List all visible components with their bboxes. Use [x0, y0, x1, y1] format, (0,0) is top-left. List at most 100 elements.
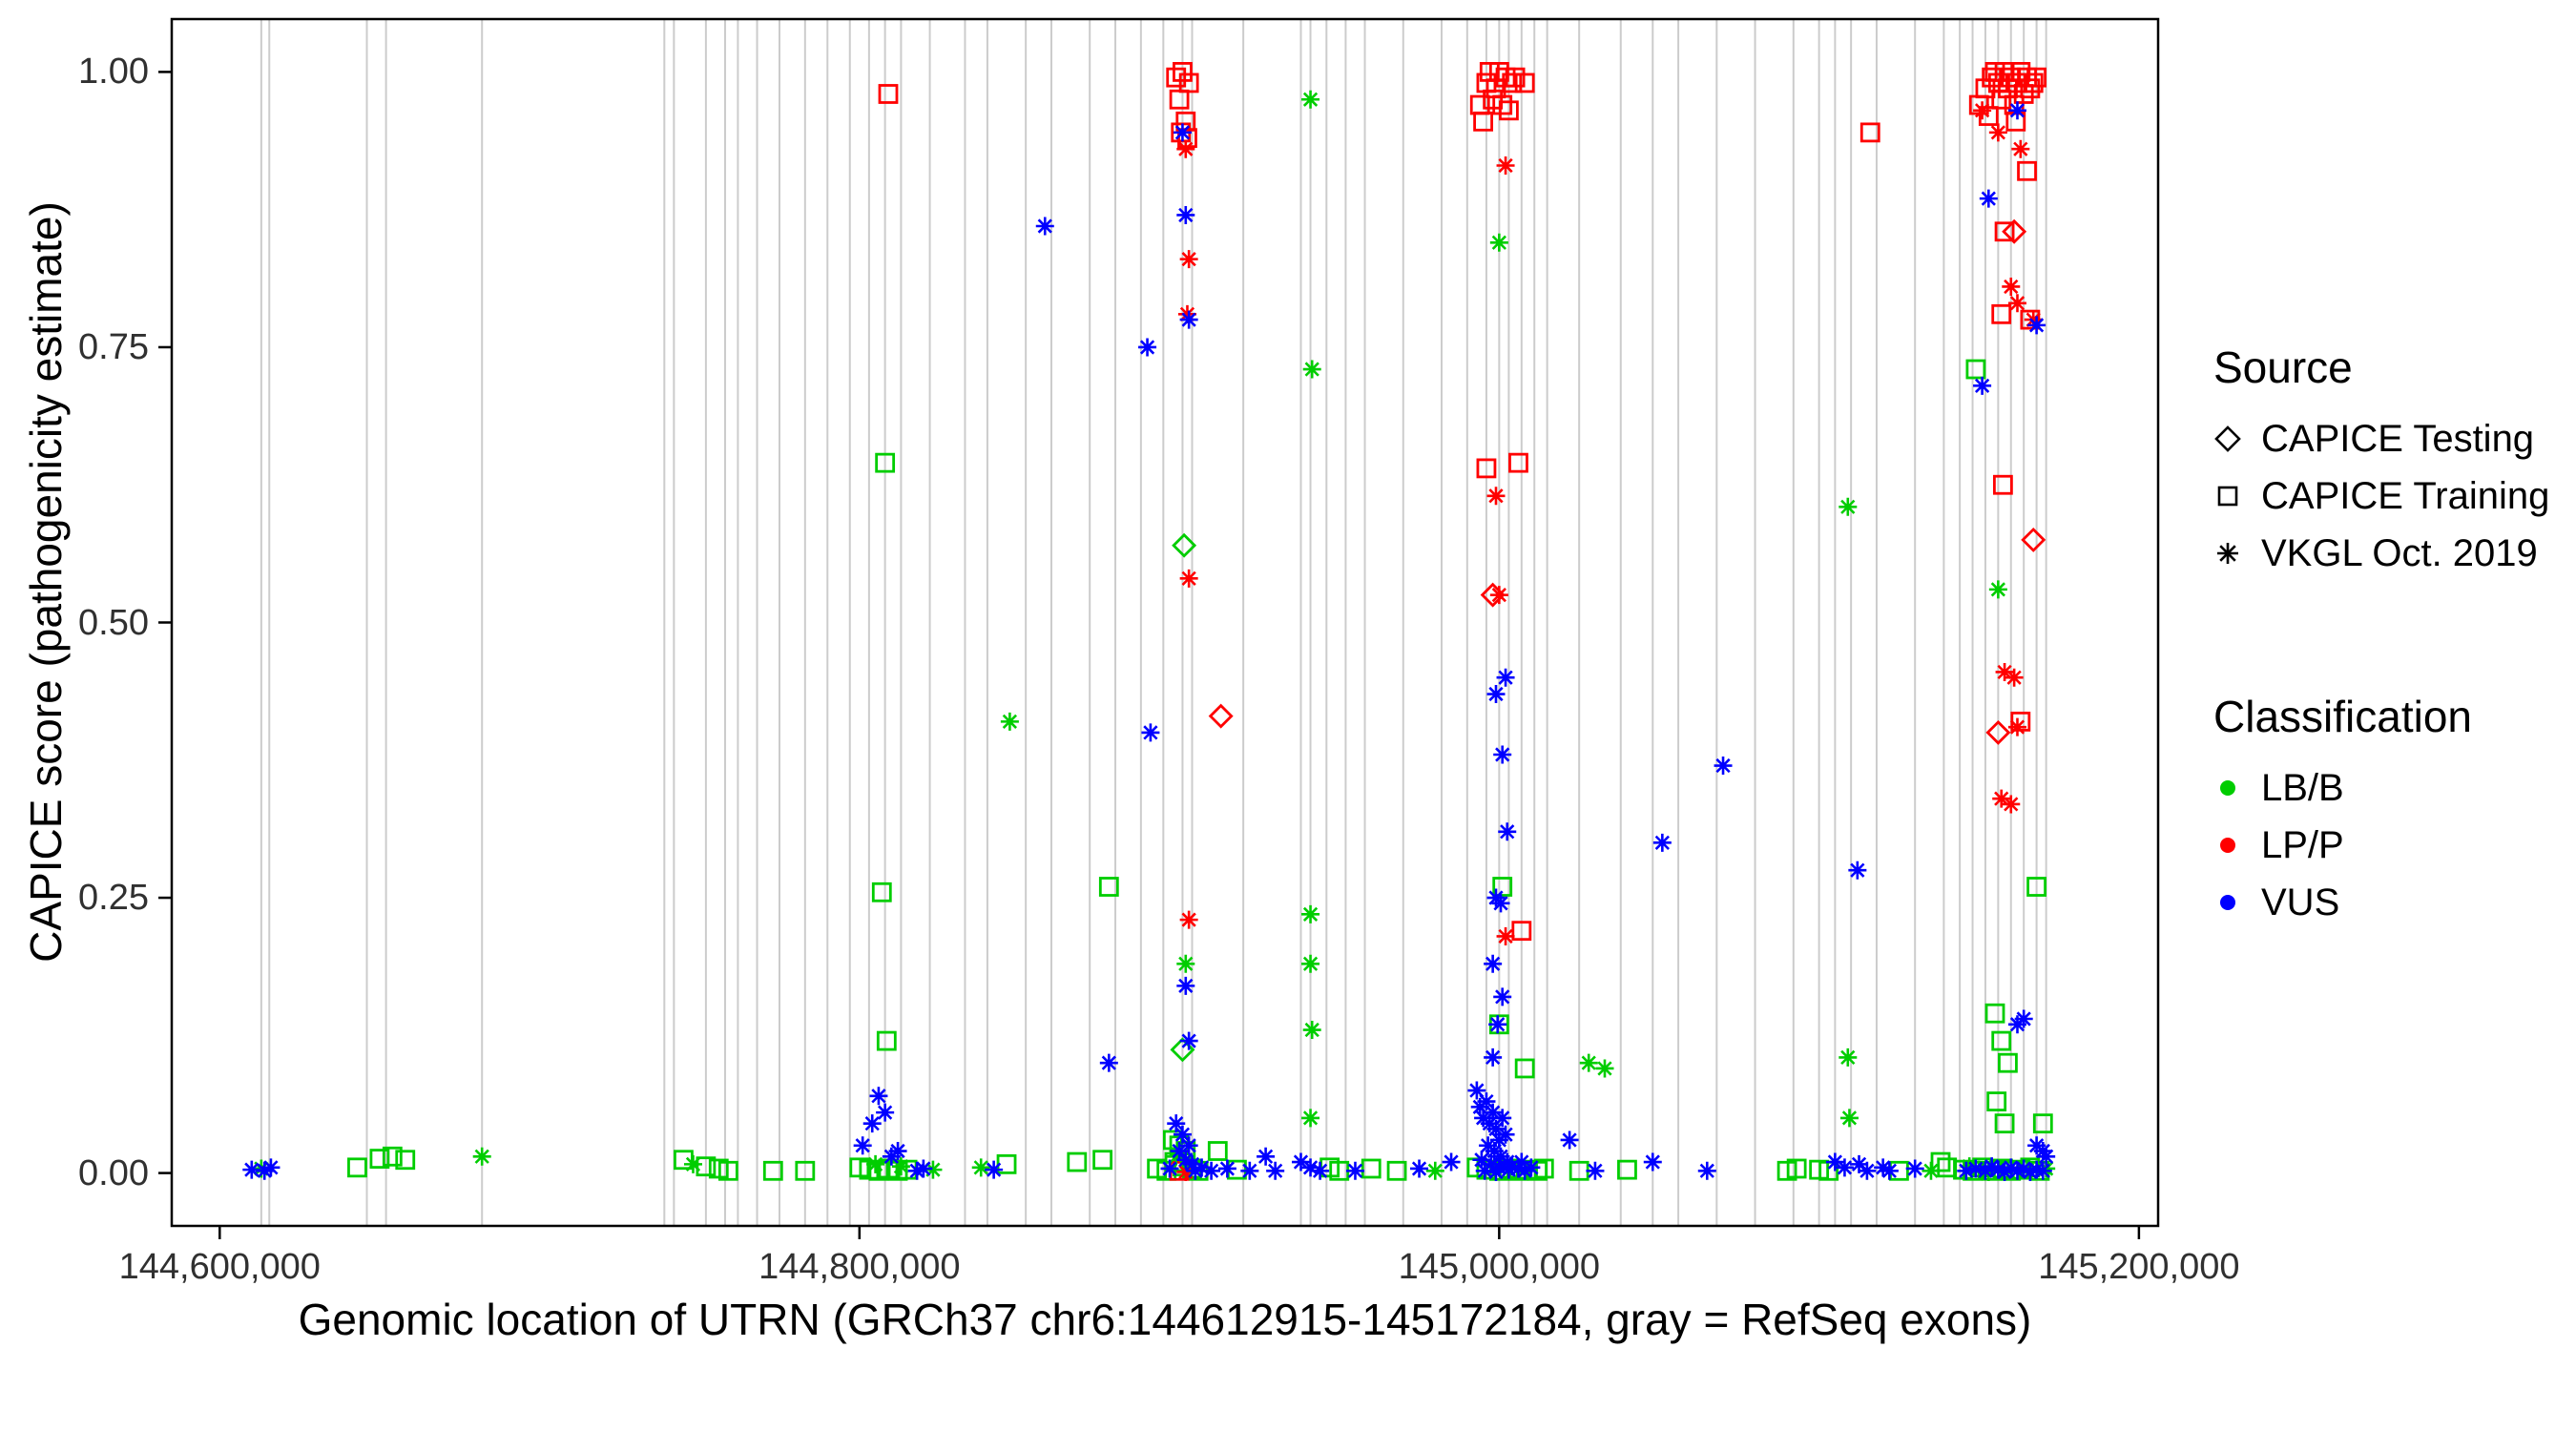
asterisk-marker [1839, 1047, 1858, 1067]
asterisk-marker [1266, 1161, 1285, 1180]
asterisk-marker [1491, 894, 1510, 913]
asterisk-marker [1496, 926, 1515, 945]
asterisk-marker [1179, 910, 1198, 929]
asterisk-marker [1493, 987, 1512, 1006]
square-marker [1978, 106, 1999, 126]
asterisk-marker [1177, 304, 1196, 323]
asterisk-marker [1301, 1158, 1320, 1177]
asterisk-marker [2007, 1161, 2026, 1180]
x-axis-tick-label: 144,600,000 [118, 1247, 321, 1287]
asterisk-marker [2002, 795, 2021, 814]
asterisk-marker [1579, 1053, 1598, 1072]
square-marker [696, 1156, 717, 1177]
square-marker [1361, 1158, 1381, 1179]
asterisk-marker [1850, 1154, 1869, 1173]
asterisk-marker [1988, 123, 2007, 142]
asterisk-marker [1489, 586, 1508, 605]
asterisk-marker [1839, 497, 1858, 516]
asterisk-marker [1467, 1081, 1486, 1100]
square-marker [1067, 1151, 1088, 1172]
square-marker [1502, 73, 1523, 93]
square-marker [1499, 100, 1519, 121]
asterisk-marker [1493, 1109, 1512, 1128]
asterisk-marker [2033, 1161, 2052, 1180]
asterisk-marker [1179, 569, 1198, 588]
asterisk-marker [1714, 757, 1733, 776]
asterisk-marker [2027, 316, 2046, 335]
asterisk-marker [1186, 1161, 1205, 1180]
asterisk-marker [1493, 745, 1512, 764]
asterisk-marker [1988, 580, 2007, 599]
asterisk-marker [2011, 139, 2030, 158]
asterisk-marker [1179, 1031, 1198, 1050]
diamond-marker [2021, 527, 2046, 552]
diamond-icon [2214, 425, 2241, 452]
asterisk-marker [869, 1087, 888, 1106]
square-marker [878, 84, 899, 104]
legend-label-capice-testing: CAPICE Testing [2261, 417, 2535, 460]
asterisk-marker [261, 1158, 280, 1177]
asterisk-marker [2007, 717, 2026, 736]
asterisk-marker [2002, 1158, 2021, 1177]
asterisk-marker [1301, 1109, 1320, 1128]
asterisk-marker [1311, 1161, 1330, 1180]
asterisk-marker [1302, 1021, 1321, 1040]
diamond-marker [1985, 719, 2011, 745]
asterisk-marker [1560, 1130, 1579, 1150]
square-marker [1473, 111, 1493, 132]
asterisk-marker [1979, 189, 1998, 208]
square-marker [1169, 89, 1190, 110]
asterisk-marker [1988, 1160, 2007, 1179]
asterisk-marker [1486, 685, 1506, 704]
asterisk-marker [985, 1160, 1004, 1179]
square-marker [2026, 877, 2046, 897]
y-axis-tick-label: 0.00 [78, 1152, 149, 1193]
asterisk-marker [1240, 1161, 1259, 1180]
square-marker [1994, 221, 2015, 242]
square-marker [1991, 303, 2012, 324]
diamond-marker [1172, 532, 1197, 558]
legend-item-lpp: LP/P [2213, 817, 2568, 874]
asterisk-marker [1858, 1161, 1877, 1180]
lbb-dot-icon [2220, 780, 2235, 796]
square-marker [2017, 160, 2037, 181]
asterisk-marker [1512, 1152, 1531, 1172]
asterisk-marker [888, 1142, 907, 1161]
asterisk-marker [1484, 954, 1503, 973]
asterisk-marker [1000, 712, 1019, 731]
asterisk-marker [1922, 1161, 1941, 1180]
asterisk-marker [1257, 1147, 1276, 1166]
square-marker [1991, 1030, 2012, 1051]
asterisk-marker [1291, 1152, 1310, 1172]
asterisk-marker [2007, 294, 2026, 313]
asterisk-marker [2002, 277, 2021, 296]
x-axis-title: Genomic location of UTRN (GRCh37 chr6:14… [298, 1295, 2032, 1344]
asterisk-marker [683, 1154, 702, 1173]
legend-item-lbb: LB/B [2213, 759, 2568, 817]
square-marker [1492, 877, 1513, 897]
square-marker [1986, 1091, 2007, 1111]
asterisk-marker [1966, 1159, 1985, 1178]
asterisk-marker [1442, 1152, 1461, 1172]
asterisk-marker [2033, 1142, 2052, 1161]
asterisk-marker [1973, 101, 1992, 120]
asterisk-marker [1905, 1159, 1924, 1178]
asterisk-marker [2021, 1162, 2040, 1181]
asterisk-marker [1496, 668, 1515, 687]
asterisk-marker [971, 1158, 990, 1177]
asterisk-marker [1595, 1059, 1614, 1078]
asterisk-marker [1176, 205, 1195, 224]
asterisk-marker [1508, 1159, 1527, 1178]
legend-label-capice-training: CAPICE Training [2261, 474, 2550, 517]
asterisk-marker [1995, 662, 2014, 681]
asterisk-marker [914, 1159, 933, 1178]
asterisk-marker [1983, 1157, 2002, 1176]
asterisk-icon [2217, 543, 2238, 564]
diamond-marker [1208, 703, 1234, 729]
square-marker [717, 1160, 738, 1181]
square-marker [369, 1149, 390, 1169]
legend-label-lpp: LP/P [2261, 823, 2344, 866]
asterisk-marker [1301, 90, 1320, 109]
square-marker [795, 1160, 816, 1181]
